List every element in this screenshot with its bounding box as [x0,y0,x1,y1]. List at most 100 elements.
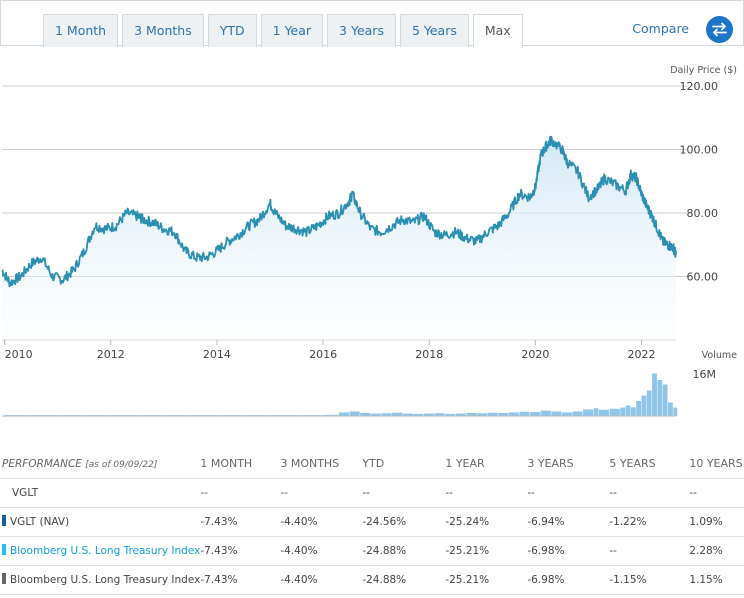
volume-bar [477,413,488,416]
x-tick-label: 2020 [521,348,549,361]
price-axis-label: Daily Price ($) [670,65,737,76]
cell: 1.09% [689,507,744,537]
cell: -- [200,478,281,508]
series-swatch [2,573,6,584]
tab-5-years[interactable]: 5 Years [399,14,469,47]
x-tick-label: 2016 [309,348,337,361]
volume-bar [657,380,663,416]
volume-bar [572,411,583,416]
tab-3-months[interactable]: 3 Months [122,14,204,47]
cell: -7.43% [200,507,281,537]
y-tick-label: 120.00 [680,80,719,93]
volume-bar [662,384,668,416]
volume-bar [508,412,519,416]
volume-bar [402,413,413,416]
cell: -4.40% [280,536,363,566]
cell: -24.88% [362,565,446,595]
y-tick-label: 100.00 [680,144,719,157]
volume-bar [620,407,626,416]
cell: -25.24% [445,507,528,537]
cell: -25.21% [445,536,528,566]
volume-bar [370,413,381,416]
cell: 2.28% [689,536,744,566]
cell: -6.98% [527,536,610,566]
volume-bar [530,412,541,416]
cell: -- [609,536,690,566]
cell: -4.40% [280,507,363,537]
volume-bar [423,413,434,416]
series-swatch [2,544,6,555]
compare-button[interactable] [706,16,733,43]
volume-bar [413,413,424,416]
col-1-month: 1 MONTH [200,450,281,479]
col-5-years: 5 YEARS [609,450,690,479]
volume-bar [599,409,610,416]
range-tabs: 1 Month 3 Months YTD 1 Year 3 Years 5 Ye… [43,14,527,48]
table-row: VGLT -- -- -- -- -- -- -- [0,478,744,508]
x-tick-label: 2010 [5,348,33,361]
volume-bar [551,411,562,416]
table-row: Bloomberg U.S. Long Treasury Index -7.43… [0,565,744,595]
performance-title: PERFORMANCE [as of 09/09/22] [0,450,201,479]
volume-bar [498,413,509,416]
volume-bar [360,413,371,416]
volume-tick-label: 16M [693,368,717,381]
cell: -- [362,478,446,508]
volume-bar [583,409,594,416]
compare-link[interactable]: Compare [632,21,689,36]
price-volume-chart: Daily Price ($) 120.00 100.00 80.00 60.00 2… [1,65,737,417]
tab-1-month[interactable]: 1 Month [43,14,119,47]
y-tick-label: 60.00 [687,271,719,284]
volume-bar [466,413,477,416]
cell: -25.21% [445,565,528,595]
cell: -- [689,478,744,508]
cell: -24.88% [362,536,446,566]
volume-axis-label: Volume [702,350,737,361]
cell: -4.40% [280,565,363,595]
volume-bar [646,390,652,416]
col-3-years: 3 YEARS [527,450,610,479]
benchmark-link[interactable]: Bloomberg U.S. Long Treasury Index [10,545,201,557]
y-tick-label: 80.00 [687,207,719,220]
volume-bar [349,411,360,416]
price-line [1,135,677,288]
volume-bar [339,412,350,416]
series-swatch [2,515,6,526]
row-name-benchmark: Bloomberg U.S. Long Treasury Index [0,565,201,595]
table-row: VGLT (NAV) -7.43% -4.40% -24.56% -25.24%… [0,507,744,537]
performance-header-row: PERFORMANCE [as of 09/09/22] 1 MONTH 3 M… [0,450,744,479]
volume-bar [445,413,456,416]
tab-ytd[interactable]: YTD [207,14,257,47]
table-row: Bloomberg U.S. Long Treasury Index -7.43… [0,536,744,566]
volume-bar [630,407,636,416]
volume-bar [392,412,403,416]
x-tick-label: 2012 [97,348,125,361]
range-toolbar: 1 Month 3 Months YTD 1 Year 3 Years 5 Ye… [0,0,744,48]
cell: -1.22% [609,507,690,537]
row-name-benchmark-link[interactable]: Bloomberg U.S. Long Treasury Index [0,536,201,566]
tab-max[interactable]: Max [472,14,523,48]
performance-table: PERFORMANCE [as of 09/09/22] 1 MONTH 3 M… [0,450,744,595]
cell: -7.43% [200,565,281,595]
volume-bar [652,373,657,416]
cell: -6.94% [527,507,610,537]
cell: -7.43% [200,536,281,566]
volume-bar [540,410,551,416]
swap-arrows-icon [712,22,727,37]
x-tick-label: 2018 [415,348,443,361]
col-ytd: YTD [362,450,446,479]
volume-bar [668,402,673,416]
tab-3-years[interactable]: 3 Years [327,14,396,47]
tab-1-year[interactable]: 1 Year [260,14,324,47]
row-name-vglt: VGLT [0,478,201,508]
col-3-months: 3 MONTHS [280,450,363,479]
cell: -- [280,478,363,508]
volume-bar [636,401,641,416]
price-area [2,136,676,340]
volume-bar [593,408,599,416]
volume-bar [455,413,466,416]
volume-bar [323,414,339,416]
cell: -- [527,478,610,508]
col-10-years: 10 YEARS [689,450,744,479]
cell: -- [445,478,528,508]
